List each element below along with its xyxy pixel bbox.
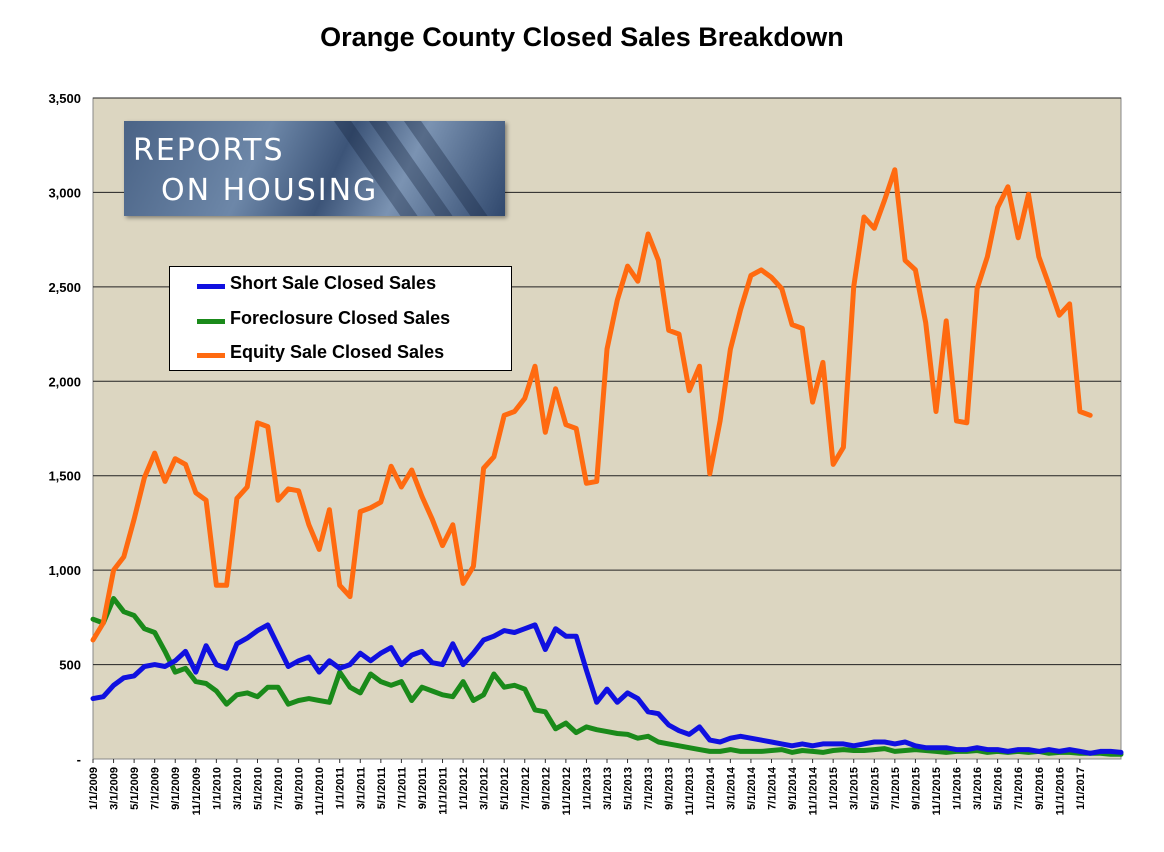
logo-line-1: REPORTS <box>133 133 285 168</box>
x-tick-label: 5/1/2010 <box>252 767 264 810</box>
x-tick-label: 11/1/2011 <box>438 767 450 815</box>
x-tick-label: 1/1/2010 <box>211 767 223 810</box>
x-tick-label: 9/1/2015 <box>910 767 922 810</box>
x-tick-label: 11/1/2016 <box>1054 767 1066 815</box>
series-lines <box>90 167 1124 757</box>
legend-label-short-sale: Short Sale Closed Sales <box>230 273 437 293</box>
x-tick-label: 7/1/2009 <box>150 767 162 810</box>
x-tick-label: 1/1/2017 <box>1075 767 1087 810</box>
x-tick-label: 11/1/2010 <box>314 767 326 815</box>
y-tick-label: - <box>77 752 81 767</box>
x-tick-label: 1/1/2015 <box>828 767 840 810</box>
chart-legend: Short Sale Closed Sales Foreclosure Clos… <box>169 266 512 371</box>
x-tick-label: 1/1/2009 <box>88 767 100 810</box>
logo-line-2: ON HOUSING <box>161 173 379 208</box>
x-tick-label: 3/1/2016 <box>972 767 984 810</box>
legend-item-short-sale: Short Sale Closed Sales <box>170 273 510 297</box>
series-line-equity-sale-closed-sales <box>90 167 1093 643</box>
y-tick-label: 500 <box>59 658 81 673</box>
x-tick-label: 7/1/2011 <box>396 767 408 809</box>
y-tick-label: 3,000 <box>48 185 81 200</box>
x-tick-label: 3/1/2009 <box>109 767 121 810</box>
x-tick-label: 11/1/2015 <box>931 767 943 815</box>
legend-swatch-equity-sale <box>197 353 225 358</box>
x-tick-label: 1/1/2013 <box>581 767 593 810</box>
x-tick-label: 1/1/2016 <box>952 767 964 810</box>
series-line-foreclosure-closed-sales <box>90 596 1124 757</box>
x-tick-label: 9/1/2012 <box>540 767 552 810</box>
legend-item-foreclosure: Foreclosure Closed Sales <box>170 308 510 332</box>
x-tick-label: 11/1/2014 <box>808 766 820 815</box>
x-tick-label: 3/1/2010 <box>232 767 244 810</box>
x-tick-label: 5/1/2014 <box>746 766 758 810</box>
x-tick-label: 3/1/2014 <box>725 766 737 810</box>
y-tick-label: 3,500 <box>48 91 81 106</box>
x-tick-label: 11/1/2009 <box>191 767 203 815</box>
chart-title: Orange County Closed Sales Breakdown <box>320 22 844 52</box>
x-tick-label: 3/1/2011 <box>355 767 367 809</box>
x-tick-label: 9/1/2013 <box>664 767 676 810</box>
x-tick-label: 9/1/2016 <box>1034 767 1046 810</box>
legend-label-foreclosure: Foreclosure Closed Sales <box>230 308 451 328</box>
series-line-short-sale-closed-sales <box>90 622 1124 756</box>
x-tick-label: 7/1/2013 <box>643 767 655 810</box>
x-tick-label: 9/1/2009 <box>170 767 182 810</box>
x-tick-label: 1/1/2014 <box>705 766 717 810</box>
x-tick-label: 5/1/2016 <box>993 767 1005 810</box>
y-tick-label: 1,000 <box>48 563 81 578</box>
y-tick-label: 2,500 <box>48 280 81 295</box>
x-tick-label: 7/1/2012 <box>520 767 532 810</box>
x-tick-label: 9/1/2014 <box>787 766 799 810</box>
x-tick-label: 3/1/2015 <box>849 767 861 810</box>
x-tick-label: 7/1/2016 <box>1013 767 1025 810</box>
x-tick-label: 1/1/2012 <box>458 767 470 810</box>
legend-label-equity-sale: Equity Sale Closed Sales <box>230 342 445 362</box>
reports-on-housing-logo: REPORTS ON HOUSING <box>124 121 505 216</box>
x-axis-ticks: 1/1/2009 3/1/2009 5/1/2009 7/1/2009 9/1/2009… <box>88 759 1087 815</box>
legend-item-equity-sale: Equity Sale Closed Sales <box>170 342 510 366</box>
legend-swatch-foreclosure <box>197 319 225 324</box>
y-axis-ticks: - 500 1,000 1,500 2,000 2,500 3,000 3,500 <box>48 91 81 767</box>
x-tick-label: 7/1/2014 <box>766 766 778 810</box>
legend-swatch-short-sale <box>197 284 225 289</box>
x-tick-label: 11/1/2012 <box>561 767 573 815</box>
y-tick-label: 1,500 <box>48 469 81 484</box>
x-tick-label: 5/1/2015 <box>869 767 881 810</box>
x-tick-label: 1/1/2011 <box>335 767 347 809</box>
x-tick-label: 11/1/2013 <box>684 767 696 815</box>
x-tick-label: 7/1/2015 <box>890 767 902 810</box>
x-tick-label: 5/1/2009 <box>129 767 141 810</box>
x-tick-label: 5/1/2013 <box>623 767 635 810</box>
x-tick-label: 9/1/2011 <box>417 767 429 809</box>
x-tick-label: 3/1/2012 <box>479 767 491 810</box>
x-tick-label: 9/1/2010 <box>294 767 306 810</box>
x-tick-label: 3/1/2013 <box>602 767 614 810</box>
y-tick-label: 2,000 <box>48 374 81 389</box>
x-tick-label: 7/1/2010 <box>273 767 285 810</box>
x-tick-label: 5/1/2012 <box>499 767 511 810</box>
x-tick-label: 5/1/2011 <box>376 767 388 809</box>
